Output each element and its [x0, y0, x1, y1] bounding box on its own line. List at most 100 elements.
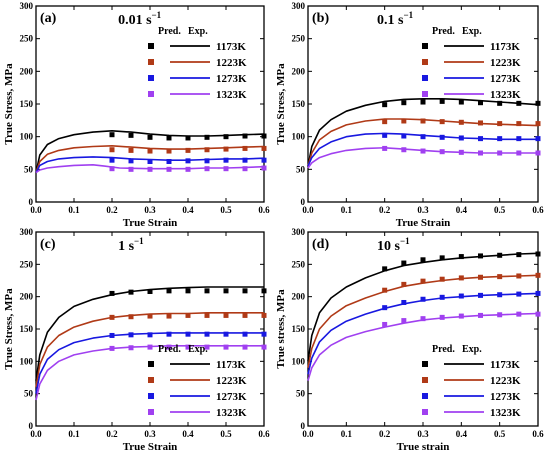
exp-point-1173K: [458, 254, 464, 260]
exp-point-1273K: [478, 136, 483, 142]
x-tick-label: 0.2: [106, 429, 118, 439]
exp-point-1223K: [128, 147, 134, 153]
exp-point-1323K: [166, 166, 172, 172]
exp-point-1323K: [478, 150, 483, 156]
exp-point-1223K: [147, 313, 153, 319]
series-1223K: [35, 312, 267, 388]
exp-point-1323K: [166, 344, 172, 350]
y-tick-label: 250: [292, 34, 306, 44]
exp-point-1223K: [497, 274, 503, 280]
exp-point-1173K: [382, 102, 388, 108]
exp-point-1273K: [166, 158, 172, 164]
x-tick-label: 0.3: [144, 429, 156, 439]
exp-point-1173K: [516, 100, 522, 106]
exp-point-1273K: [147, 158, 153, 164]
x-tick-label: 0.2: [379, 205, 391, 215]
legend-header-pred: Pred.: [432, 344, 455, 355]
series-1223K: [307, 272, 541, 368]
y-tick-label: 300: [292, 1, 306, 11]
exp-point-1323K: [223, 166, 229, 172]
exp-point-1223K: [204, 312, 210, 318]
exp-point-1223K: [109, 147, 115, 153]
legend: Pred. Exp. 1173K 1223K 1273K 1323K: [148, 344, 247, 419]
x-tick-label: 0.4: [182, 429, 194, 439]
y-tick-label: 50: [296, 164, 306, 174]
exp-point-1323K: [128, 166, 134, 172]
x-tick-label: 0.2: [106, 205, 118, 215]
legend-label-1223K: 1223K: [216, 375, 247, 387]
exp-point-1323K: [516, 311, 522, 317]
y-tick-label: 50: [24, 389, 34, 399]
y-tick-label: 100: [292, 132, 306, 142]
exp-point-1323K: [458, 313, 464, 319]
exp-point-1323K: [458, 149, 464, 155]
exp-point-1173K: [497, 252, 503, 258]
exp-point-1223K: [261, 312, 267, 318]
pred-line-1223K: [35, 145, 265, 173]
exp-point-1223K: [516, 273, 522, 279]
series-1273K: [307, 290, 541, 375]
legend-header-pred: Pred.: [158, 26, 181, 37]
y-tick-label: 200: [292, 292, 306, 302]
exp-point-1323K: [497, 150, 503, 156]
y-axis-title: True Stress, MPa: [3, 288, 15, 370]
legend-marker-1223K: [148, 377, 154, 383]
exp-point-1223K: [535, 121, 541, 127]
exp-point-1273K: [242, 157, 248, 163]
series-1273K: [35, 331, 267, 394]
exp-point-1273K: [516, 136, 522, 142]
legend-label-1273K: 1273K: [216, 391, 247, 403]
legend-marker-1173K: [148, 43, 154, 49]
legend-marker-1323K: [422, 91, 428, 97]
legend-marker-1273K: [422, 393, 428, 399]
exp-point-1273K: [109, 157, 115, 163]
exp-point-1273K: [458, 293, 464, 299]
x-axis-title: True Strain: [123, 217, 178, 229]
exp-point-1323K: [223, 344, 229, 350]
exp-point-1323K: [147, 344, 153, 350]
legend-label-1323K: 1323K: [216, 89, 247, 101]
panel-a: 0.0 0.1 0.2 0.3 0.4 0.5 0.6 0 50 100 150 200 250 300 T…: [3, 1, 270, 229]
legend-label-1173K: 1173K: [216, 41, 246, 53]
exp-point-1273K: [478, 292, 483, 298]
legend-header-pred: Pred.: [158, 344, 181, 355]
exp-point-1223K: [458, 275, 464, 281]
exp-point-1273K: [382, 132, 388, 138]
exp-point-1173K: [147, 288, 153, 294]
exp-point-1223K: [242, 145, 248, 151]
strain-rate-exponent: −1: [400, 236, 410, 246]
exp-point-1173K: [478, 253, 483, 259]
exp-point-1173K: [401, 100, 407, 106]
exp-point-1323K: [401, 318, 407, 324]
exp-point-1273K: [128, 158, 134, 164]
x-tick-label: 0.6: [532, 429, 544, 439]
exp-point-1273K: [242, 331, 248, 337]
legend-label-1173K: 1173K: [216, 359, 246, 371]
exp-point-1223K: [382, 119, 388, 125]
y-tick-label: 200: [20, 66, 34, 76]
pred-line-1173K: [307, 252, 539, 362]
x-tick-label: 0.5: [220, 205, 232, 215]
exp-point-1173K: [497, 100, 503, 106]
legend-label-1273K: 1273K: [490, 391, 521, 403]
x-tick-label: 0.1: [68, 205, 80, 215]
x-tick-label: 0.6: [532, 205, 544, 215]
y-tick-label: 100: [292, 356, 306, 366]
series-1173K: [307, 98, 541, 167]
exp-point-1223K: [420, 278, 426, 284]
exp-point-1223K: [458, 119, 464, 125]
panel-d: 0.0 0.1 0.2 0.3 0.4 0.5 0.6 0 50 100 150 200 250 300 T…: [275, 227, 544, 453]
exp-point-1323K: [204, 344, 210, 350]
y-tick-label: 0: [29, 421, 34, 431]
y-tick-label: 100: [20, 132, 34, 142]
exp-point-1323K: [109, 345, 115, 351]
exp-point-1323K: [185, 166, 191, 172]
legend-label-1273K: 1273K: [216, 73, 247, 85]
x-tick-label: 0.0: [302, 429, 314, 439]
y-axis-title: True Stress, MPa: [275, 63, 287, 145]
legend-marker-1173K: [148, 361, 154, 367]
exp-point-1223K: [478, 120, 483, 126]
exp-point-1173K: [128, 289, 134, 295]
legend-header-exp: Exp.: [188, 26, 208, 37]
exp-point-1273K: [382, 305, 388, 311]
